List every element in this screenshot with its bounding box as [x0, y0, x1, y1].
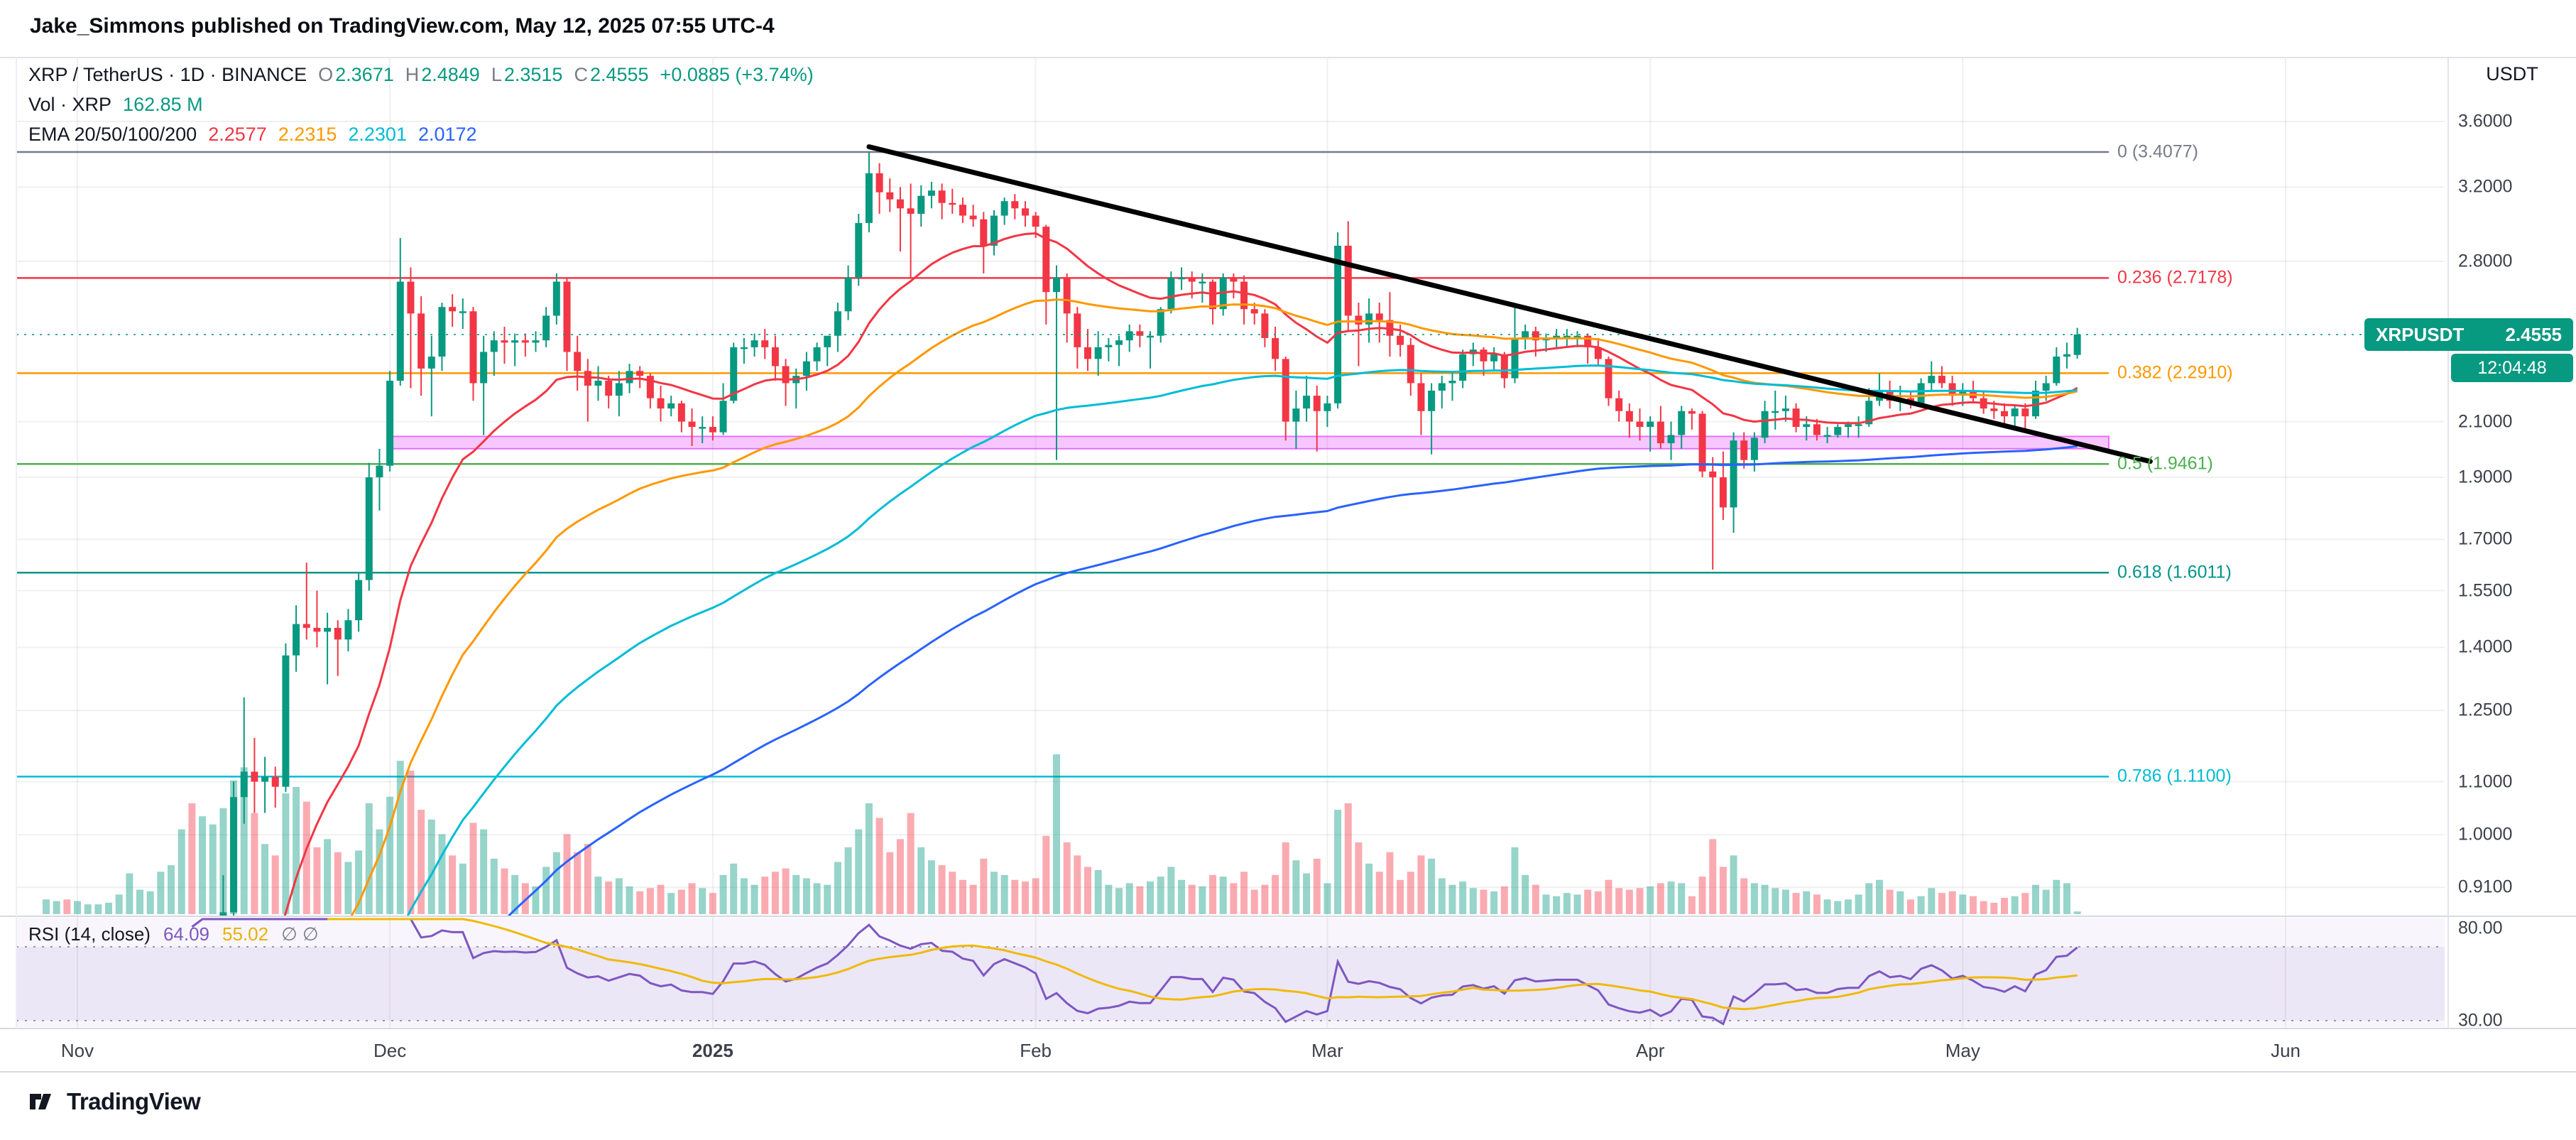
fib-label-4: 0.618 (1.6011): [2117, 562, 2232, 582]
price-tick-1.1000: 1.1000: [2458, 771, 2513, 792]
tradingview-wordmark[interactable]: TradingView: [67, 1088, 201, 1114]
fib-label-0: 0 (3.4077): [2117, 141, 2198, 162]
fib-label-1: 0.236 (2.7178): [2117, 267, 2233, 288]
ema-legend-row[interactable]: EMA 20/50/100/200 2.2577 2.2315 2.2301 2…: [28, 121, 814, 148]
axis-currency-label: USDT: [2486, 63, 2538, 85]
ema200-value: 2.0172: [417, 123, 477, 145]
bar-countdown: 12:04:48: [2451, 354, 2573, 382]
attribution: Jake_Simmons published on TradingView.co…: [30, 14, 775, 38]
time-tick-Dec: Dec: [373, 1040, 407, 1061]
badge-symbol: XRPUSDT: [2376, 323, 2465, 345]
close-value: 2.4555: [589, 63, 649, 85]
low-label: L: [491, 63, 502, 85]
high-label: H: [405, 63, 420, 85]
ohlc-open: O 2.3671: [318, 64, 394, 86]
time-tick-Feb: Feb: [1020, 1040, 1052, 1061]
price-tick-1.4000: 1.4000: [2458, 636, 2513, 657]
price-tick-2.8000: 2.8000: [2458, 251, 2513, 271]
rsi-ma-value: 55.02: [222, 923, 269, 945]
price-axis[interactable]: USDT 3.6000 3.2000 2.8000 2.1000 1.9000 1.700…: [2448, 58, 2576, 1031]
high-value: 2.4849: [421, 63, 480, 85]
fib-label-5: 0.786 (1.1100): [2117, 766, 2232, 786]
time-axis[interactable]: Nov Dec 2025 Feb Mar Apr May Jun: [0, 1028, 2576, 1072]
time-tick-2025: 2025: [692, 1040, 733, 1061]
open-value: 2.3671: [335, 63, 394, 85]
price-tick-2.1000: 2.1000: [2458, 411, 2513, 432]
rsi-band-placeholders: ∅ ∅: [281, 923, 319, 945]
tradingview-logo[interactable]: [28, 1090, 57, 1114]
tradingview-logo-icon: [30, 1094, 51, 1109]
time-tick-Mar: Mar: [1311, 1040, 1343, 1061]
fib-label-2: 0.382 (2.2910): [2117, 362, 2233, 383]
price-tick-1.0000: 1.0000: [2458, 824, 2513, 845]
ohlc-close: C 2.4555: [574, 64, 648, 86]
rsi-value: 64.09: [163, 923, 210, 945]
price-tick-1.5500: 1.5500: [2458, 580, 2513, 601]
price-tick-0.9100: 0.9100: [2458, 876, 2513, 897]
price-tick-3.2000: 3.2000: [2458, 176, 2513, 197]
price-tick-3.6000: 3.6000: [2458, 111, 2513, 131]
ohlc-low: L 2.3515: [491, 64, 563, 86]
fib-label-3: 0.5 (1.9461): [2117, 453, 2213, 474]
ema50-value: 2.2315: [278, 123, 337, 145]
badge-price: 2.4555: [2505, 323, 2562, 345]
rsi-label: RSI (14, close): [28, 923, 151, 945]
ema20-value: 2.2577: [208, 123, 267, 145]
rsi-tick-30.00: 30.00: [2458, 1010, 2503, 1031]
ema-label: EMA 20/50/100/200: [28, 123, 197, 145]
time-tick-Apr: Apr: [1635, 1040, 1665, 1061]
price-tick-1.2500: 1.2500: [2458, 700, 2513, 720]
symbol-title: XRP / TetherUS · 1D · BINANCE: [28, 63, 307, 85]
low-value: 2.3515: [503, 63, 563, 85]
time-tick-May: May: [1945, 1040, 1980, 1061]
price-tick-1.7000: 1.7000: [2458, 528, 2513, 549]
time-tick-Jun: Jun: [2271, 1040, 2301, 1061]
volume-label: Vol · XRP: [28, 93, 112, 115]
ohlc-high: H 2.4849: [405, 64, 480, 86]
ema100-value: 2.2301: [348, 123, 407, 145]
change-value: +0.0885 (+3.74%): [660, 63, 814, 85]
footer: TradingView: [28, 1088, 201, 1115]
close-label: C: [574, 63, 588, 85]
volume-value: 162.85 M: [123, 93, 203, 115]
volume-legend-row[interactable]: Vol · XRP 162.85 M: [28, 91, 814, 118]
time-tick-Nov: Nov: [60, 1040, 94, 1061]
price-tick-1.9000: 1.9000: [2458, 467, 2513, 487]
open-label: O: [318, 63, 334, 85]
rsi-legend-row[interactable]: RSI (14, close) 64.09 55.02 ∅ ∅: [28, 923, 319, 945]
last-price-badge[interactable]: XRPUSDT 2.4555: [2364, 318, 2573, 351]
rsi-tick-80.00: 80.00: [2458, 918, 2503, 938]
